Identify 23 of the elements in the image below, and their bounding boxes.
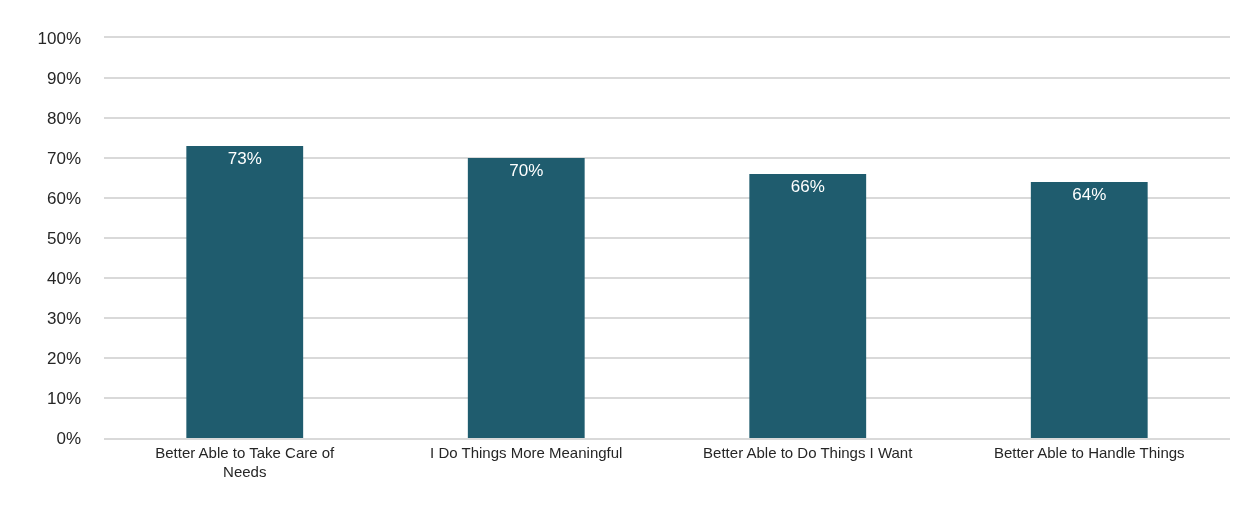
y-tick-label: 50% <box>46 228 81 248</box>
bar <box>749 174 867 438</box>
bar <box>1030 182 1148 438</box>
y-tick-label: 100% <box>37 28 81 48</box>
data-label: 64% <box>1072 185 1107 204</box>
y-tick-label: 10% <box>46 388 81 408</box>
bar <box>467 158 585 438</box>
x-tick-label: Better Able to Do Things I Want <box>703 443 914 461</box>
x-tick-label: Better Able to Handle Things <box>993 443 1185 461</box>
y-tick-label: 30% <box>46 308 81 328</box>
y-tick-label: 0% <box>56 428 81 448</box>
data-label: 73% <box>227 149 262 168</box>
x-tick-label: I Do Things More Meaningful <box>430 443 623 461</box>
y-tick-label: 90% <box>46 68 81 88</box>
y-tick-label: 80% <box>46 108 81 128</box>
y-tick-label: 40% <box>46 268 81 288</box>
y-tick-label: 70% <box>46 148 81 168</box>
data-label: 70% <box>509 161 544 180</box>
bar <box>186 146 304 438</box>
y-tick-label: 60% <box>46 188 81 208</box>
data-label: 66% <box>790 177 825 196</box>
x-tick-label: Better Able to Take Care of Needs <box>155 443 336 481</box>
y-tick-label: 20% <box>46 348 81 368</box>
